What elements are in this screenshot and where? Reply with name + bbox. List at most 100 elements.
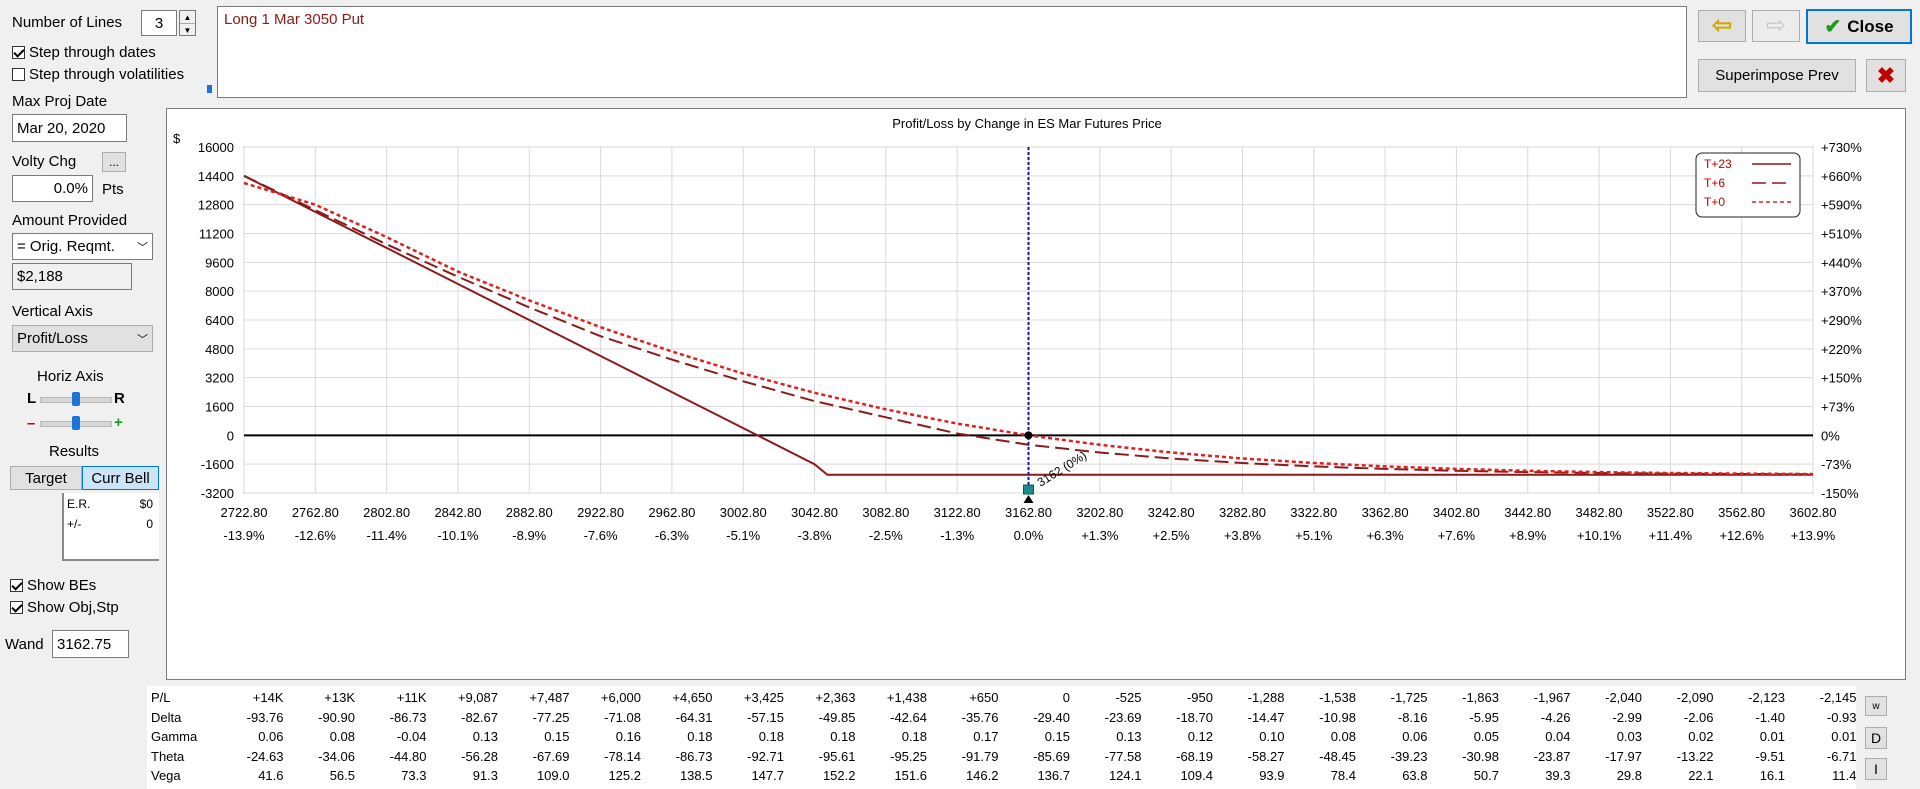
profit-loss-chart[interactable]: Profit/Loss by Change in ES Mar Futures …	[167, 109, 1905, 679]
table-cell: -95.61	[818, 748, 856, 764]
zoom-slider[interactable]	[40, 416, 112, 430]
volty-chg-unit: Pts	[102, 181, 124, 198]
amount-provided-select[interactable]: = Orig. Reqmt. ﹀	[12, 233, 153, 260]
table-cell: 124.1	[1108, 768, 1142, 783]
horiz-axis-label: Horiz Axis	[37, 368, 104, 385]
legend-box	[1695, 152, 1801, 218]
table-cell: 0.02	[1688, 729, 1714, 744]
table-row-label: Delta	[151, 709, 182, 725]
table-cell: -92.71	[747, 748, 784, 764]
checkbox-box[interactable]	[12, 46, 25, 59]
red-x-icon: ✖	[1876, 62, 1896, 88]
x-pct-tick-label: +2.5%	[1153, 528, 1191, 543]
x-tick-label: 3482.80	[1576, 505, 1623, 520]
max-proj-date-input[interactable]: Mar 20, 2020	[12, 114, 127, 142]
x-tick-label: 3202.80	[1076, 505, 1123, 520]
volty-chg-input[interactable]: 0.0%	[12, 175, 93, 202]
table-i-button[interactable]: I	[1865, 758, 1887, 780]
y-tick-label: 12800	[198, 198, 234, 213]
close-label: Close	[1847, 16, 1894, 36]
slider-thumb[interactable]	[72, 416, 80, 430]
step-vols-label: Step through volatilities	[29, 66, 185, 83]
table-cell: -91.79	[961, 748, 999, 764]
y-tick-label: -3200	[201, 486, 234, 501]
table-cell: 0.06	[258, 729, 284, 744]
superimpose-prev-button[interactable]: Superimpose Prev	[1698, 59, 1856, 92]
results-label: Results	[49, 443, 100, 460]
legend-label: T+0	[1704, 195, 1725, 209]
table-cell: -68.19	[1176, 748, 1213, 764]
x-tick-label: 2922.80	[577, 505, 624, 520]
table-cell: 93.9	[1259, 768, 1285, 783]
table-cell: 29.8	[1616, 768, 1642, 783]
curr-bell-button[interactable]: Curr Bell	[82, 466, 159, 490]
results-panel: E.R. $0 +/- 0	[62, 493, 159, 561]
checkbox-box[interactable]	[12, 68, 25, 81]
table-cell: -67.69	[532, 748, 570, 764]
table-cell: -95.25	[890, 748, 927, 764]
chart-panel[interactable]: Profit/Loss by Change in ES Mar Futures …	[166, 108, 1906, 680]
spin-down-icon[interactable]: ▼	[183, 25, 192, 35]
table-cell: -78.14	[604, 748, 641, 764]
vertical-axis-select[interactable]: Profit/Loss ﹀	[12, 325, 153, 352]
table-cell: -10.98	[1319, 709, 1356, 725]
position-textbox[interactable]: Long 1 Mar 3050 Put	[217, 6, 1687, 98]
delete-button[interactable]: ✖	[1866, 59, 1906, 92]
slider-thumb[interactable]	[72, 392, 80, 406]
table-cell: -34.06	[318, 748, 355, 764]
table-w-button[interactable]: w	[1865, 696, 1887, 716]
x-tick-label: 3242.80	[1148, 505, 1195, 520]
table-cell: -77.25	[532, 709, 570, 725]
table-cell: -29.40	[1033, 709, 1070, 725]
checkbox-box[interactable]	[10, 579, 23, 592]
show-objstp-checkbox[interactable]: Show Obj,Stp	[10, 599, 119, 616]
number-of-lines-label: Number of Lines	[12, 14, 123, 31]
close-button[interactable]: ✔ Close	[1806, 9, 1912, 44]
table-cell: -23.87	[1533, 748, 1571, 764]
table-cell: -0.93	[1826, 709, 1857, 725]
table-cell: +11K	[396, 690, 427, 705]
y-tick-label: 8000	[205, 284, 234, 299]
target-button[interactable]: Target	[10, 466, 82, 490]
wand-input[interactable]: 3162.75	[52, 630, 129, 658]
horiz-axis-slider[interactable]	[40, 392, 112, 406]
step-vols-checkbox[interactable]: Step through volatilities	[12, 66, 184, 83]
table-d-button[interactable]: D	[1865, 727, 1887, 749]
checkbox-box[interactable]	[10, 601, 23, 614]
table-cell: 22.1	[1688, 768, 1714, 783]
table-cell: -18.70	[1176, 709, 1213, 725]
prev-arrow-button[interactable]: ⇦	[1698, 10, 1746, 42]
table-cell: 0.01	[1831, 729, 1857, 744]
next-arrow-button[interactable]: ⇨	[1752, 10, 1800, 42]
table-cell: -8.16	[1397, 709, 1428, 725]
table-cell: +1,438	[886, 690, 927, 705]
number-of-lines-spinner[interactable]: ▲ ▼	[179, 10, 196, 36]
zoom-minus-icon[interactable]: –	[27, 415, 36, 432]
y-tick-label: -1600	[201, 457, 234, 472]
table-cell: 0.13	[472, 729, 498, 744]
table-cell: 147.7	[751, 768, 784, 783]
table-cell: -85.69	[1033, 748, 1070, 764]
horiz-left-label: L	[27, 390, 37, 407]
table-cell: -1,725	[1390, 690, 1428, 705]
table-cell: -14.47	[1247, 709, 1285, 725]
table-cell: 50.7	[1473, 768, 1499, 783]
table-cell: 16.1	[1759, 768, 1785, 783]
x-tick-label: 2962.80	[648, 505, 695, 520]
x-tick-label: 3562.80	[1718, 505, 1765, 520]
volty-chg-more-button[interactable]: ...	[102, 152, 126, 172]
step-dates-checkbox[interactable]: Step through dates	[12, 44, 156, 61]
x-tick-label: 3402.80	[1433, 505, 1480, 520]
number-of-lines-input[interactable]: 3	[141, 10, 177, 36]
zoom-plus-icon[interactable]: +	[114, 414, 123, 431]
table-row-label: P/L	[151, 690, 171, 705]
table-row-label: Vega	[151, 768, 181, 783]
splitter-thumb[interactable]	[207, 85, 212, 93]
splitter-handle[interactable]	[188, 85, 212, 93]
show-bes-checkbox[interactable]: Show BEs	[10, 577, 96, 594]
table-cell: -56.28	[461, 748, 498, 764]
spin-up-icon[interactable]: ▲	[180, 11, 195, 24]
table-cell: 73.3	[401, 768, 427, 783]
y-tick-label: 14400	[198, 169, 234, 184]
horiz-right-label: R	[114, 390, 125, 407]
